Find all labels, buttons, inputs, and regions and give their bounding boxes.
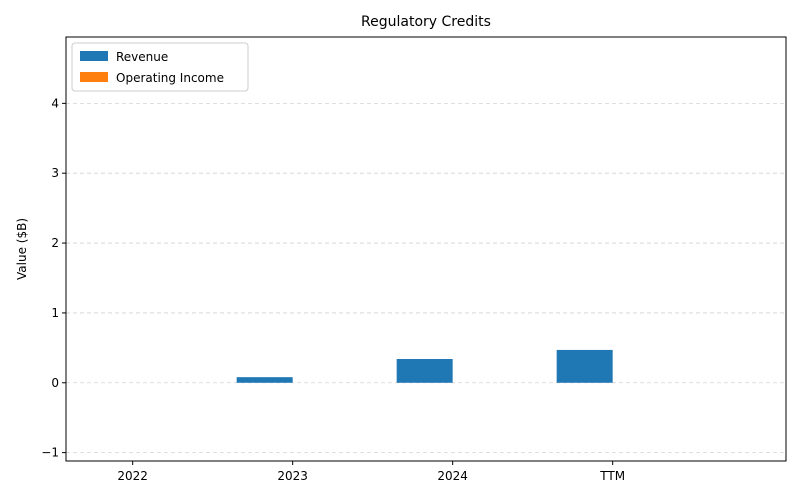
bar-revenue [396, 359, 453, 383]
legend-swatch [80, 51, 108, 61]
legend-swatch [80, 72, 108, 82]
x-tick-label: 2022 [117, 469, 148, 483]
x-tick-label: 2024 [437, 469, 468, 483]
bar-revenue [556, 349, 613, 383]
y-tick-label: 3 [51, 166, 59, 180]
bar-revenue [236, 377, 293, 383]
x-tick-label: 2023 [277, 469, 308, 483]
bars [236, 349, 613, 383]
legend-label: Operating Income [116, 71, 224, 85]
chart-title: Regulatory Credits [361, 14, 491, 30]
y-axis-label: Value ($B) [15, 218, 29, 280]
y-axis-ticks: −1 0 1 2 3 4 [41, 96, 66, 460]
legend-box [71, 42, 249, 92]
x-axis-ticks: 2022 2023 2024 TTM [117, 461, 625, 483]
y-tick-label: 4 [51, 96, 59, 110]
legend-label: Revenue [116, 50, 168, 64]
x-tick-label: TTM [599, 469, 625, 483]
y-tick-label: 2 [51, 236, 59, 250]
y-tick-label: 0 [51, 376, 59, 390]
y-tick-label: −1 [41, 446, 59, 460]
grid-lines [66, 102, 786, 454]
y-tick-label: 1 [51, 306, 59, 320]
legend: Revenue Operating Income [71, 42, 249, 92]
plot-frame [65, 36, 787, 462]
